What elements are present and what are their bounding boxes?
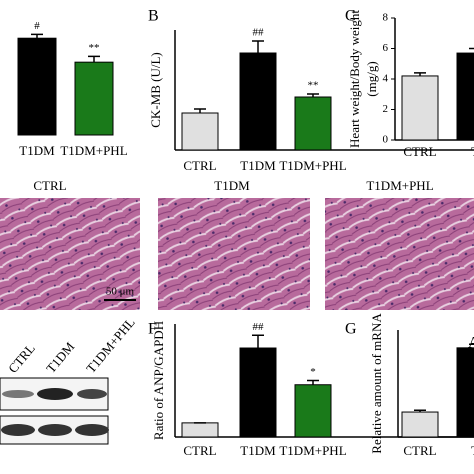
- y-tick-label: 6: [383, 42, 389, 54]
- error-bar: [469, 47, 474, 50]
- panel-letter: F: [148, 321, 157, 338]
- y-tick-label: 2: [383, 103, 389, 115]
- significance: #: [34, 20, 40, 32]
- blot-band: [1, 424, 35, 436]
- x-tick-label: T1DM+PHL: [279, 158, 346, 173]
- bar: [181, 422, 219, 438]
- histology-label: CTRL: [33, 178, 66, 193]
- error-bar: [194, 108, 206, 113]
- bar: [74, 61, 114, 136]
- x-tick-label: CTRL: [183, 443, 216, 458]
- bar: [239, 347, 277, 438]
- panel-letter: G: [345, 321, 357, 338]
- bar: [456, 52, 474, 141]
- lane-label: T1DM: [43, 339, 78, 376]
- blot-band: [77, 389, 107, 399]
- lane-label: CTRL: [5, 341, 38, 376]
- y-tick-label: 4: [383, 73, 389, 85]
- y-tick-label: 0: [383, 134, 389, 146]
- bar: [456, 347, 474, 438]
- blot-band: [37, 388, 73, 400]
- bar: [294, 96, 332, 151]
- bar: [401, 411, 439, 438]
- error-bar: [88, 55, 100, 63]
- x-tick-label: T: [471, 443, 474, 458]
- x-tick-label: CTRL: [403, 443, 436, 458]
- error-bar: [307, 379, 319, 385]
- chart-title: A: [468, 335, 474, 352]
- significance: ##: [253, 27, 265, 39]
- x-tick-label: T1DM: [240, 158, 276, 173]
- y-axis-label: (mg/g): [364, 61, 379, 96]
- western-blot: CTRL T1DM T1DM+PHL: [0, 315, 138, 445]
- error-bar: [414, 72, 426, 76]
- bar: [401, 75, 439, 141]
- histology-image: [0, 198, 140, 310]
- bar: [239, 52, 277, 151]
- error-bar: [307, 93, 319, 97]
- error-bar: [414, 409, 426, 413]
- x-tick-label: T1DM: [19, 143, 55, 158]
- lane-label: T1DM+PHL: [83, 315, 138, 376]
- error-bar: [252, 334, 264, 349]
- x-tick-label: T1DM+PHL: [279, 443, 346, 458]
- x-tick-label: T1DM: [240, 443, 276, 458]
- panel-letter: B: [148, 8, 159, 25]
- scale-bar-label: 50 μm: [106, 286, 135, 298]
- histology-image: [158, 198, 310, 310]
- histology-label: T1DM+PHL: [366, 178, 433, 193]
- histology: CTRL T1DM T1DM+PHL 50 μm: [0, 178, 474, 310]
- significance: *: [310, 366, 316, 378]
- y-axis-label: Heart weight/Body weight: [347, 10, 362, 148]
- y-tick-label: 8: [383, 12, 389, 24]
- bar: [181, 112, 219, 151]
- bar: [17, 37, 57, 136]
- blot-band: [2, 390, 34, 398]
- error-bar: [31, 33, 43, 39]
- y-axis-label: CK-MB (U/L): [148, 52, 163, 127]
- significance: ##: [253, 321, 265, 333]
- histology-label: T1DM: [214, 178, 250, 193]
- significance: **: [308, 80, 319, 92]
- x-tick-label: T: [471, 144, 474, 159]
- histology-image: [325, 198, 474, 310]
- error-bar: [252, 40, 264, 53]
- y-axis-label: Ratio of ANP/GAPDH: [151, 321, 166, 440]
- error-bar: [469, 343, 474, 346]
- bar: [294, 384, 332, 438]
- x-tick-label: CTRL: [183, 158, 216, 173]
- panel-letter: C: [345, 8, 356, 25]
- x-tick-label: CTRL: [403, 144, 436, 159]
- blot-band: [38, 424, 72, 436]
- y-axis-label: Relative amount of mRNA: [369, 313, 384, 454]
- x-tick-label: T1DM+PHL: [60, 143, 127, 158]
- blot-band: [75, 424, 109, 436]
- significance: **: [89, 42, 100, 54]
